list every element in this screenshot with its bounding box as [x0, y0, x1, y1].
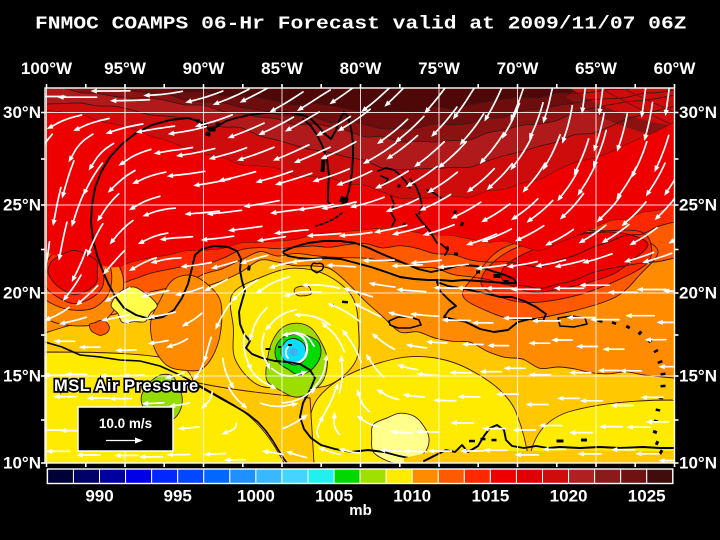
svg-text:90°W: 90°W [183, 59, 226, 78]
svg-text:1025: 1025 [628, 487, 666, 506]
svg-text:100°W: 100°W [21, 59, 73, 78]
svg-text:15°N: 15°N [3, 367, 41, 386]
svg-text:70°W: 70°W [497, 59, 540, 78]
svg-text:25°N: 25°N [3, 196, 41, 215]
svg-text:85°W: 85°W [261, 59, 304, 78]
svg-text:995: 995 [164, 487, 192, 506]
svg-text:80°W: 80°W [340, 59, 383, 78]
svg-text:1010: 1010 [393, 487, 431, 506]
svg-text:20°N: 20°N [679, 284, 717, 303]
svg-text:1000: 1000 [237, 487, 275, 506]
svg-text:10°N: 10°N [679, 454, 717, 473]
svg-text:15°N: 15°N [679, 367, 717, 386]
svg-text:1020: 1020 [550, 487, 588, 506]
svg-text:MSL Air Pressure: MSL Air Pressure [54, 377, 199, 395]
svg-text:20°N: 20°N [3, 284, 41, 303]
svg-text:75°W: 75°W [418, 59, 461, 78]
svg-text:60°W: 60°W [654, 59, 697, 78]
svg-text:30°N: 30°N [3, 103, 41, 122]
svg-text:FNMOC COAMPS 06-Hr Forecast va: FNMOC COAMPS 06-Hr Forecast valid at 200… [35, 15, 687, 35]
svg-text:10°N: 10°N [3, 454, 41, 473]
svg-text:10.0 m/s: 10.0 m/s [99, 416, 152, 431]
svg-text:95°W: 95°W [104, 59, 147, 78]
svg-text:65°W: 65°W [575, 59, 618, 78]
svg-text:990: 990 [85, 487, 113, 506]
svg-text:30°N: 30°N [679, 103, 717, 122]
svg-text:1005: 1005 [315, 487, 353, 506]
svg-text:mb: mb [349, 502, 372, 519]
svg-text:25°N: 25°N [679, 196, 717, 215]
svg-text:1015: 1015 [471, 487, 509, 506]
